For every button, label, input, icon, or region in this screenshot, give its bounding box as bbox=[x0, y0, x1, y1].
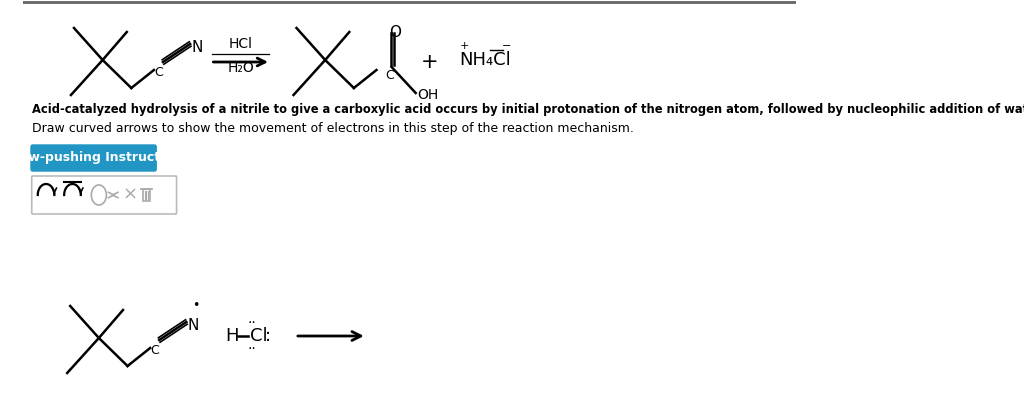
Text: Arrow-pushing Instructions: Arrow-pushing Instructions bbox=[0, 151, 189, 164]
Text: HCl: HCl bbox=[228, 37, 253, 51]
Text: H: H bbox=[225, 327, 239, 345]
Text: Cl: Cl bbox=[250, 327, 267, 345]
Text: H₂O: H₂O bbox=[227, 61, 254, 75]
Text: +: + bbox=[421, 52, 438, 72]
Text: Draw curved arrows to show the movement of electrons in this step of the reactio: Draw curved arrows to show the movement … bbox=[33, 122, 634, 135]
FancyBboxPatch shape bbox=[31, 145, 157, 171]
Text: C: C bbox=[154, 66, 163, 79]
Bar bbox=[142, 189, 151, 201]
FancyBboxPatch shape bbox=[32, 176, 176, 214]
Text: C: C bbox=[151, 344, 159, 357]
Text: C: C bbox=[385, 69, 394, 82]
Text: •: • bbox=[191, 300, 199, 312]
Text: −: − bbox=[502, 41, 511, 51]
Text: ··: ·· bbox=[248, 316, 256, 330]
Text: O: O bbox=[389, 25, 401, 40]
Text: NH₄Cl: NH₄Cl bbox=[460, 51, 511, 69]
Text: Acid-catalyzed hydrolysis of a nitrile to give a carboxylic acid occurs by initi: Acid-catalyzed hydrolysis of a nitrile t… bbox=[33, 103, 1024, 116]
Text: ×: × bbox=[122, 186, 137, 204]
Text: OH: OH bbox=[417, 88, 438, 102]
Text: ··: ·· bbox=[248, 342, 256, 356]
Text: N: N bbox=[191, 40, 203, 55]
Text: :: : bbox=[265, 327, 271, 345]
Text: N: N bbox=[187, 318, 200, 333]
Text: +: + bbox=[460, 41, 469, 51]
